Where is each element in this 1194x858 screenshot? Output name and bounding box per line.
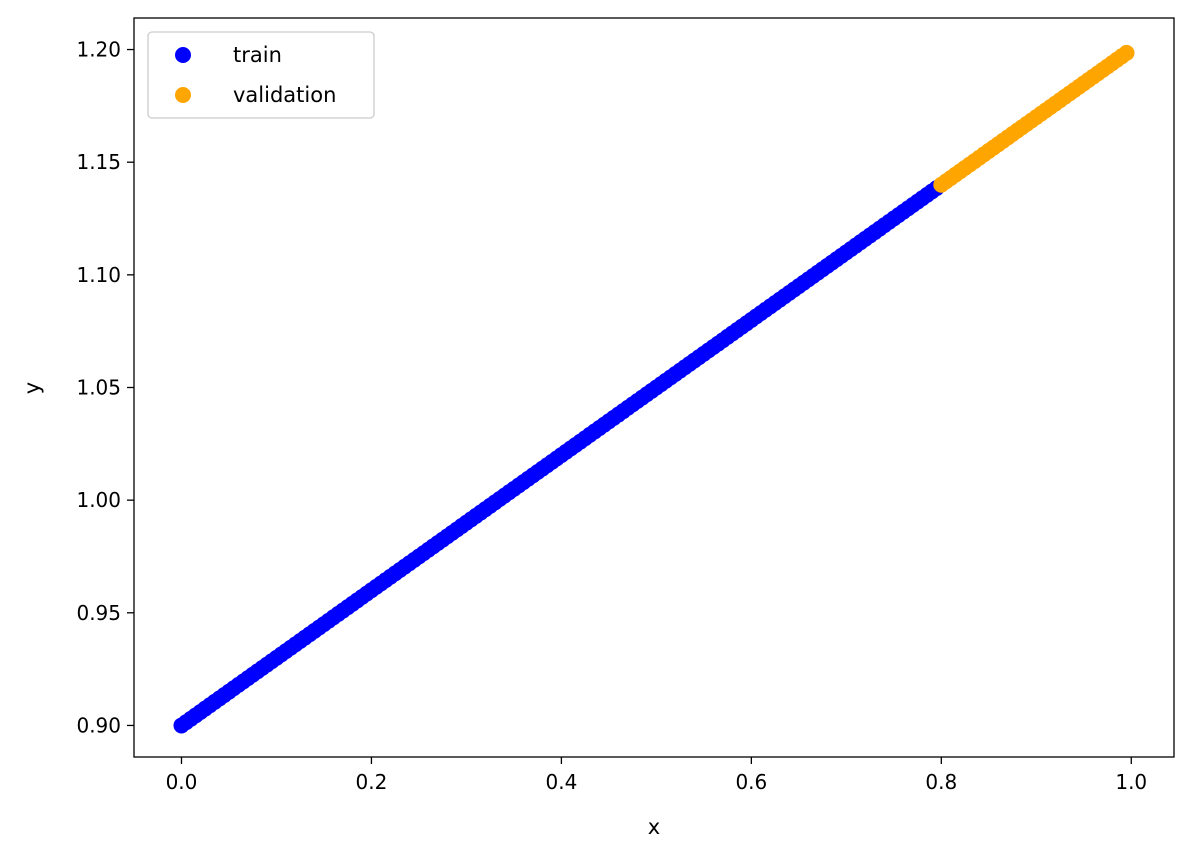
y-tick-label: 1.15 <box>76 150 121 174</box>
x-tick-label: 0.8 <box>925 770 957 794</box>
x-tick-label: 0.0 <box>166 770 198 794</box>
y-tick-label: 1.20 <box>76 38 121 62</box>
x-tick-label: 0.4 <box>545 770 577 794</box>
x-axis-ticks: 0.0 0.2 0.4 0.6 0.8 1.0 <box>166 757 1147 794</box>
x-tick-label: 1.0 <box>1115 770 1147 794</box>
legend-frame <box>147 31 375 119</box>
y-tick-label: 1.00 <box>76 488 121 512</box>
y-axis-ticks: 0.90 0.95 1.00 1.05 1.10 1.15 1.20 <box>76 38 134 737</box>
legend-label-validation: validation <box>233 83 336 107</box>
points-layer <box>173 44 1135 734</box>
legend: train validation <box>147 31 375 119</box>
legend-marker-train <box>175 47 191 63</box>
point-validation <box>1118 44 1135 61</box>
x-tick-label: 0.6 <box>735 770 767 794</box>
y-tick-label: 0.95 <box>76 601 121 625</box>
legend-label-train: train <box>233 43 282 67</box>
y-tick-label: 1.10 <box>76 263 121 287</box>
x-tick-label: 0.2 <box>356 770 388 794</box>
y-tick-label: 0.90 <box>76 713 121 737</box>
y-axis-label: y <box>20 382 44 394</box>
x-axis-label: x <box>648 815 660 839</box>
y-tick-label: 1.05 <box>76 376 121 400</box>
legend-marker-validation <box>175 87 191 103</box>
